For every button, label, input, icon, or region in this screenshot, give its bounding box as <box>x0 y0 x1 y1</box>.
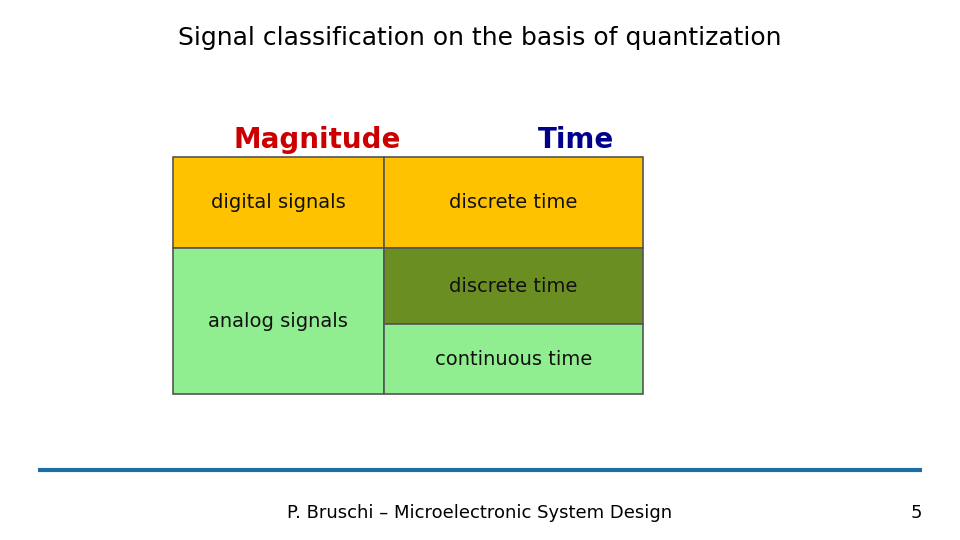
Text: continuous time: continuous time <box>435 349 592 369</box>
FancyBboxPatch shape <box>173 157 384 248</box>
FancyBboxPatch shape <box>384 248 643 324</box>
Text: Magnitude: Magnitude <box>233 126 400 154</box>
Text: discrete time: discrete time <box>449 193 578 212</box>
Text: 5: 5 <box>910 504 922 522</box>
Text: analog signals: analog signals <box>208 312 348 331</box>
FancyBboxPatch shape <box>173 248 384 394</box>
Text: discrete time: discrete time <box>449 276 578 296</box>
Text: Time: Time <box>538 126 614 154</box>
Text: P. Bruschi – Microelectronic System Design: P. Bruschi – Microelectronic System Desi… <box>287 504 673 522</box>
Text: digital signals: digital signals <box>211 193 346 212</box>
FancyBboxPatch shape <box>384 157 643 248</box>
FancyBboxPatch shape <box>384 324 643 394</box>
Text: Signal classification on the basis of quantization: Signal classification on the basis of qu… <box>179 26 781 50</box>
